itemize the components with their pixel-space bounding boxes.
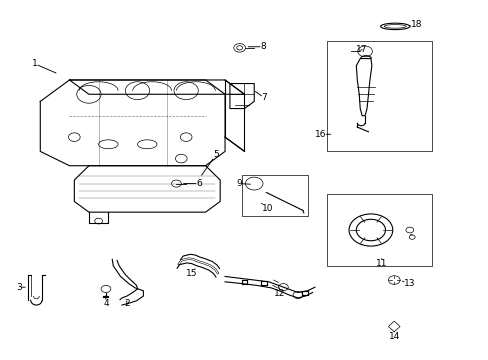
Bar — [242, 175, 307, 216]
Text: 5: 5 — [201, 150, 218, 175]
Text: 6: 6 — [183, 179, 201, 188]
Text: 12: 12 — [273, 288, 285, 298]
Text: 16: 16 — [314, 130, 330, 139]
Text: 10: 10 — [261, 203, 272, 213]
Text: 4: 4 — [103, 296, 108, 309]
Text: 11: 11 — [375, 258, 386, 269]
Text: 15: 15 — [186, 269, 197, 278]
Bar — [326, 194, 431, 266]
Text: 13: 13 — [402, 279, 415, 288]
Text: 17: 17 — [356, 45, 367, 54]
Bar — [326, 41, 431, 152]
Text: 1: 1 — [32, 59, 56, 73]
Text: 18: 18 — [409, 20, 422, 29]
Text: 9: 9 — [236, 179, 250, 188]
Text: 8: 8 — [248, 42, 265, 51]
Text: 2: 2 — [124, 300, 129, 309]
Text: 3: 3 — [16, 283, 25, 292]
Text: 7: 7 — [255, 91, 267, 102]
Text: 14: 14 — [388, 332, 399, 341]
